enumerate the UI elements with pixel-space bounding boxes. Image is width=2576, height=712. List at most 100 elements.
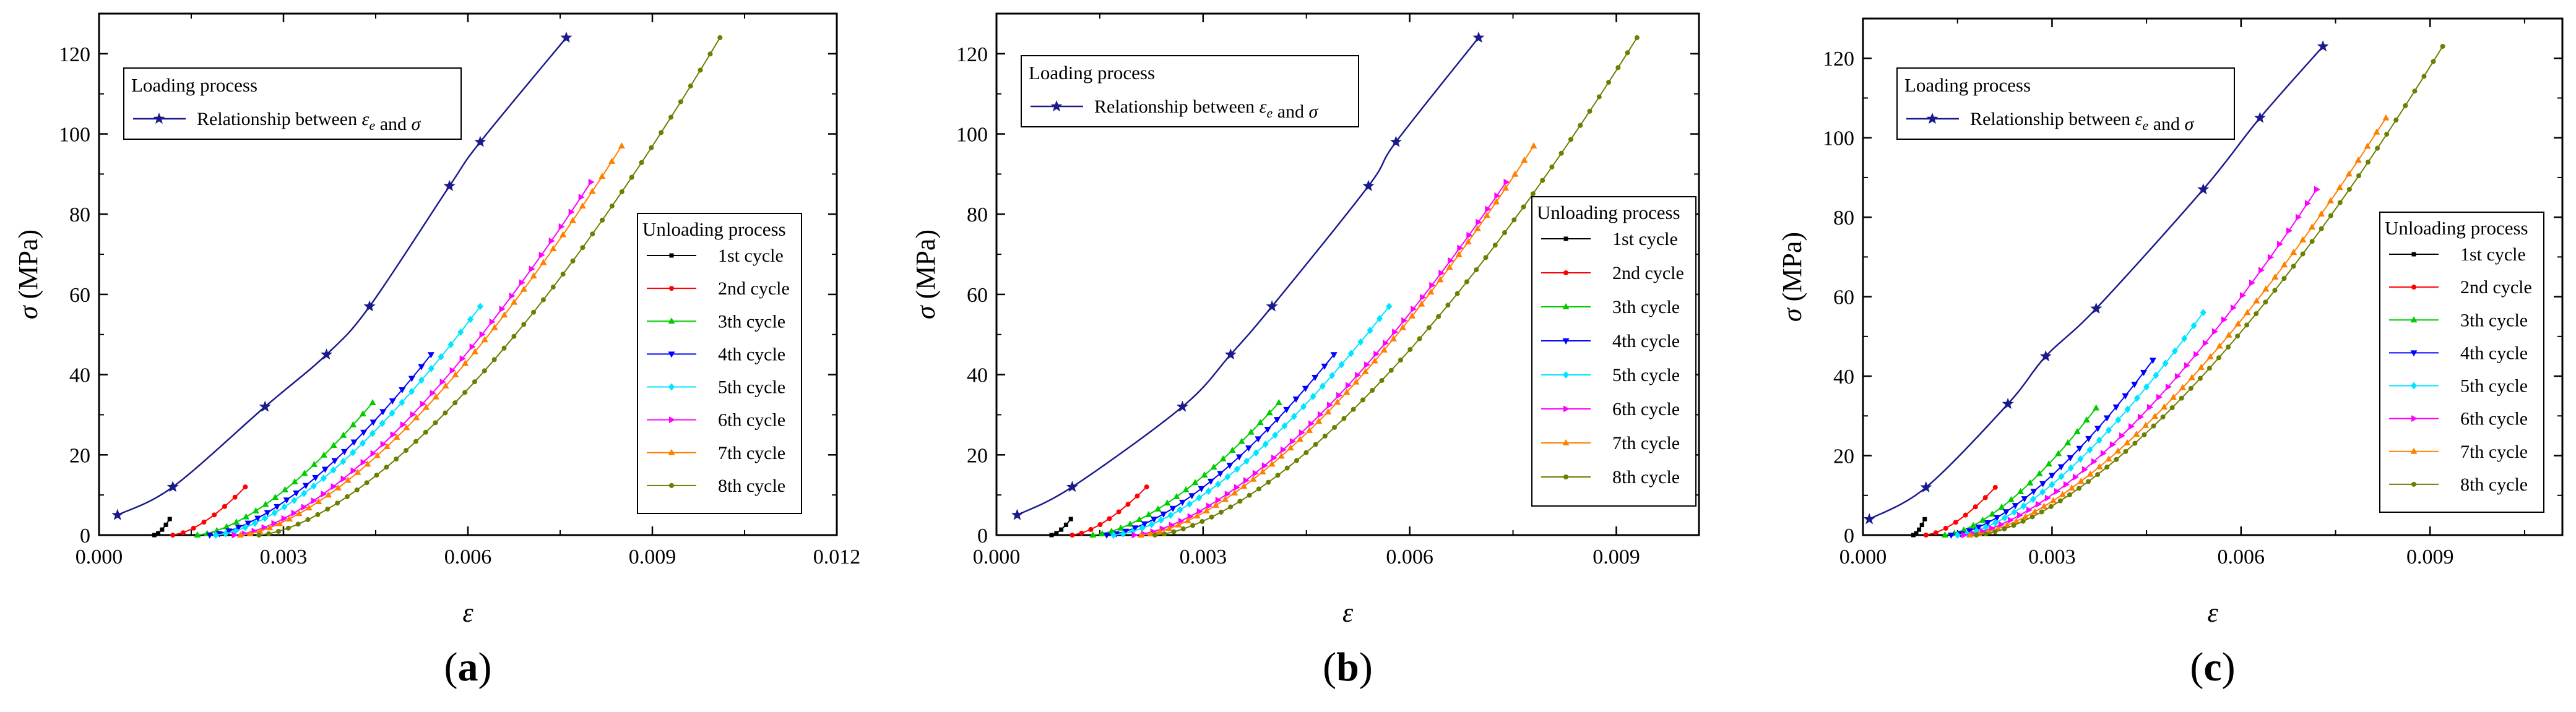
- unloading-point-4: [1235, 454, 1243, 461]
- unloading-point-7: [2271, 273, 2279, 280]
- unloading-point-8: [1426, 325, 1432, 330]
- unloading-point-6: [2063, 481, 2070, 488]
- panel-label-part: ): [2222, 645, 2236, 690]
- unloading-point-4: [1207, 478, 1214, 485]
- unloading-point-7: [1306, 426, 1313, 433]
- unloading-legend-entry-1: 1st cycle: [1612, 229, 1678, 249]
- unloading-point-3: [1136, 516, 1143, 523]
- unloading-point-7: [2299, 236, 2307, 242]
- unloading-point-6: [2165, 383, 2172, 390]
- unloading-point-5: [2133, 394, 2140, 402]
- loading-point: [2197, 183, 2210, 195]
- unloading-point-4: [370, 419, 377, 426]
- unloading-point-4: [1330, 352, 1338, 359]
- unloading-point-6: [1289, 438, 1296, 445]
- unloading-point-6: [469, 343, 476, 351]
- unloading-point-8: [2300, 251, 2306, 257]
- unloading-point-4: [1948, 533, 1955, 539]
- unloading-point-6: [1485, 205, 1492, 213]
- x-tick-label: 0.009: [629, 546, 676, 568]
- loading-legend-marker: [1050, 100, 1063, 112]
- unloading-legend-entry-6: 6th cycle: [718, 410, 785, 431]
- unloading-point-6: [321, 490, 327, 497]
- unloading-point-4: [1283, 406, 1290, 413]
- unloading-legend-marker-6: [669, 416, 675, 424]
- unloading-point-4: [1178, 499, 1186, 506]
- unloading-point-7: [1277, 452, 1285, 459]
- unloading-curve-2: [172, 486, 246, 536]
- unloading-point-4: [283, 497, 290, 504]
- unloading-point-7: [491, 324, 498, 330]
- unloading-legend-marker-4: [1562, 338, 1570, 345]
- unloading-point-6: [2202, 340, 2209, 347]
- unloading-point-6: [1998, 521, 2005, 528]
- unloading-point-8: [2384, 131, 2390, 137]
- unloading-point-1: [1063, 522, 1068, 527]
- unloading-point-5: [399, 398, 405, 406]
- legend-entry-part: ε: [2135, 109, 2143, 129]
- unloading-point-6: [2035, 500, 2042, 508]
- unloading-point-6: [1429, 281, 1436, 289]
- unloading-point-7: [276, 520, 283, 526]
- unloading-point-6: [558, 223, 565, 230]
- loading-point: [1266, 300, 1278, 312]
- unloading-point-6: [2295, 213, 2302, 221]
- unloading-point-3: [1275, 399, 1282, 406]
- unloading-point-8: [2431, 59, 2436, 64]
- unloading-point-5: [389, 409, 395, 417]
- unloading-point-8: [266, 531, 272, 536]
- unloading-point-5: [2106, 426, 2112, 434]
- unloading-legend-entry-3: 3th cycle: [2460, 310, 2528, 330]
- unloading-point-7: [413, 414, 420, 421]
- unloading-point-8: [2048, 504, 2054, 509]
- unloading-point-4: [2103, 415, 2111, 422]
- unloading-point-6: [1169, 521, 1175, 529]
- y-axis-label-unit: (MPa): [13, 229, 43, 306]
- unloading-point-3: [252, 507, 259, 514]
- y-axis-label-symbol: σ: [1777, 307, 1807, 322]
- unloading-point-6: [430, 390, 436, 397]
- unloading-point-6: [479, 331, 486, 338]
- unloading-legend-entry-4: 4th cycle: [1612, 331, 1680, 351]
- loading-point: [363, 300, 376, 312]
- unloading-point-7: [2382, 114, 2390, 121]
- unloading-point-3: [1173, 492, 1180, 499]
- unloading-point-7: [569, 217, 576, 223]
- unloading-point-8: [384, 465, 389, 470]
- unloading-legend-marker-7: [1562, 439, 1570, 445]
- unloading-point-8: [1578, 122, 1583, 128]
- x-tick-label: 0.003: [1180, 546, 1227, 568]
- unloading-point-7: [432, 393, 439, 400]
- unloading-point-8: [2291, 264, 2296, 269]
- unloading-point-5: [350, 448, 357, 457]
- y-axis-label: σ (MPa): [13, 229, 43, 319]
- unloading-point-8: [491, 357, 497, 362]
- unloading-point-3: [1182, 486, 1190, 492]
- unloading-point-7: [285, 515, 293, 521]
- unloading-point-8: [560, 272, 566, 277]
- unloading-point-7: [1334, 398, 1341, 405]
- unloading-point-5: [212, 531, 219, 539]
- unloading-point-7: [1455, 251, 1463, 257]
- unloading-point-8: [2197, 375, 2203, 381]
- unloading-point-8: [295, 521, 301, 527]
- unloading-point-3: [2083, 416, 2090, 423]
- unloading-legend: Unloading process 1st cycle 2nd cycle 3th c…: [1531, 196, 1696, 507]
- unloading-point-6: [568, 208, 575, 216]
- unloading-point-8: [659, 130, 664, 135]
- unloading-point-8: [639, 160, 644, 165]
- unloading-point-6: [439, 379, 446, 386]
- unloading-point-3: [1266, 409, 1273, 416]
- unloading-point-8: [2086, 479, 2091, 484]
- unloading-point-3: [223, 523, 230, 530]
- unloading-point-1: [160, 527, 165, 532]
- loading-legend-box: [123, 67, 462, 140]
- unloading-point-5: [1110, 531, 1117, 539]
- unloading-point-8: [433, 420, 438, 426]
- unloading-legend-title: Unloading process: [2385, 217, 2528, 239]
- y-tick-label: 100: [1823, 127, 1854, 150]
- unloading-point-7: [266, 524, 274, 531]
- unloading-point-6: [360, 458, 367, 466]
- y-tick-label: 60: [1833, 286, 1854, 309]
- unloading-point-5: [1157, 516, 1164, 524]
